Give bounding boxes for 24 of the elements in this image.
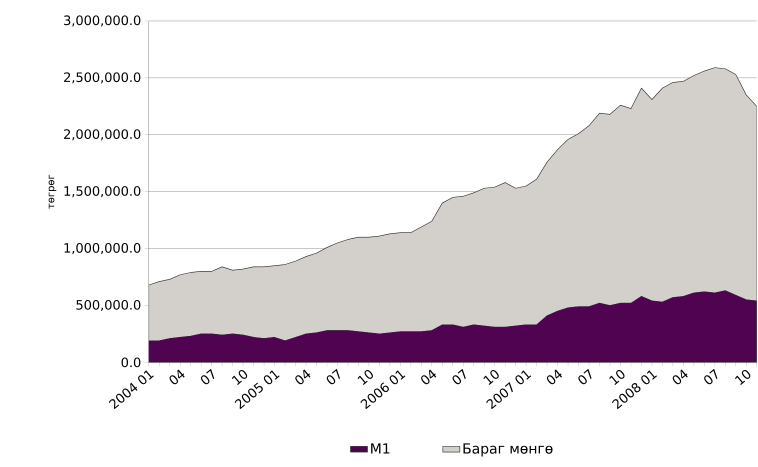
x-tick-label: 04: [295, 369, 310, 384]
x-tick-label: 10: [735, 370, 750, 385]
x-tick-label: 07: [326, 368, 340, 384]
y-tick-label: 0.0: [122, 357, 140, 368]
legend-label: М1: [371, 443, 390, 454]
y-axis-title: төгрөг: [48, 174, 56, 209]
x-tick-label: 10: [358, 370, 373, 385]
x-tick-label: 07: [201, 368, 214, 384]
y-tick-label: 2,000,000.0: [64, 129, 140, 140]
x-tick-label: 04: [421, 369, 436, 384]
y-tick-label: 500,000.0: [76, 300, 140, 311]
y-tick-label: 1,000,000.0: [64, 242, 140, 254]
y-tick-label: 2,500,000.0: [64, 72, 140, 84]
y-tick-label: 1,500,000.0: [64, 186, 140, 198]
x-tick-label: 04: [672, 369, 688, 384]
y-tick-label: 3,000,000.0: [64, 15, 140, 26]
x-tick-label: 07: [452, 368, 466, 384]
x-tick-label: 04: [546, 369, 562, 384]
x-tick-label: 10: [609, 370, 625, 385]
x-tick-label: 07: [578, 368, 592, 384]
legend-label: Бараг мөнгө: [464, 443, 553, 456]
x-tick-label: 07: [704, 368, 718, 384]
x-tick-label: 10: [232, 370, 248, 385]
x-tick-label: 04: [170, 369, 185, 384]
